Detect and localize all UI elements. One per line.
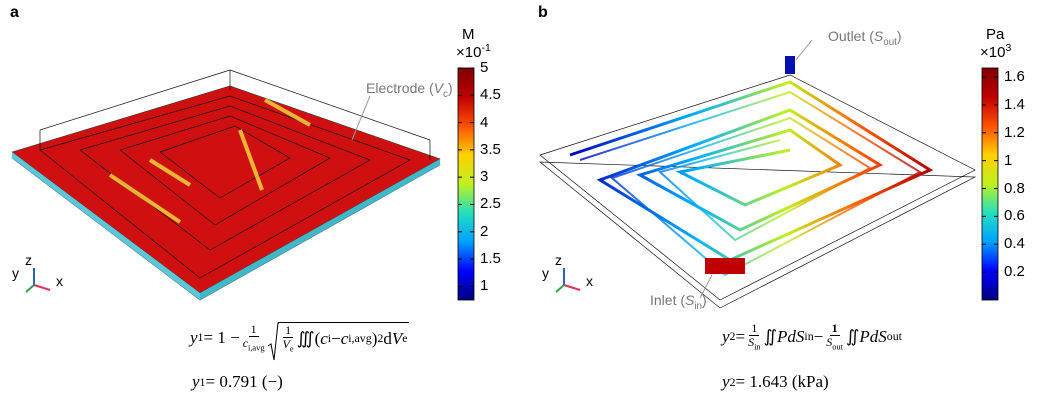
- panel-label: a: [10, 4, 19, 22]
- colorbar-tick-label: 3: [480, 168, 488, 185]
- colorbar-tick-label: 4.5: [480, 86, 501, 103]
- colorbar-tick-label: 3.5: [480, 141, 501, 158]
- axis-label: z: [555, 252, 562, 268]
- symbol: S: [874, 28, 883, 44]
- symbol: V: [283, 337, 290, 351]
- exponent: 3: [1005, 42, 1011, 54]
- colorbar-tick-label: 0.4: [1004, 235, 1025, 252]
- figure: aElectrode (Vc)yzxM×10-154.543.532.521.5…: [0, 0, 1039, 402]
- colorbar-tick-label: 1.5: [480, 250, 501, 267]
- axis-label: z: [25, 252, 32, 268]
- numerator: 1: [249, 323, 259, 337]
- subscript: out: [832, 343, 843, 352]
- colorbar-tick-label: 0.8: [1004, 180, 1025, 197]
- denominator: ci,avg: [243, 337, 265, 353]
- colorbar-tick-label: 0.6: [1004, 207, 1025, 224]
- colorbar: [458, 68, 474, 300]
- text: = 1.643 (kPa): [736, 372, 829, 392]
- symbol: PdS: [859, 327, 886, 347]
- text: = 0.791 (−): [206, 372, 283, 392]
- subscript: in: [804, 329, 813, 344]
- annotation: Outlet (Sout): [828, 28, 902, 48]
- subscript: e: [402, 331, 407, 346]
- subscript: i,avg: [348, 331, 371, 346]
- colorbar-tick-label: 1.2: [1004, 124, 1025, 141]
- symbol: c: [320, 329, 328, 349]
- subscript: out: [883, 37, 897, 48]
- text: −: [814, 327, 824, 347]
- text: Electrode (: [366, 80, 434, 96]
- annotation: Inlet (Sin): [650, 292, 707, 312]
- subscript: in: [754, 343, 761, 352]
- colorbar-multiplier: ×103: [980, 42, 1011, 61]
- axis-label: y: [12, 265, 19, 281]
- colorbar-tick-label: 2.5: [480, 195, 501, 212]
- subscript: e: [290, 345, 294, 354]
- denominator: Ve: [283, 338, 294, 354]
- colorbar-tick-label: 0.2: [1004, 263, 1025, 280]
- colorbar-tick-label: 4: [480, 114, 488, 131]
- text: ∬: [764, 327, 777, 347]
- text: d: [383, 329, 392, 349]
- text: ∭(: [297, 329, 321, 349]
- symbol: y: [722, 327, 730, 347]
- colorbar-tick-label: 1: [1004, 152, 1012, 169]
- axis-label: y: [542, 265, 549, 281]
- text: ∬: [846, 327, 859, 347]
- text: ): [897, 28, 902, 44]
- text: Outlet (: [828, 28, 874, 44]
- subscript: out: [887, 329, 902, 344]
- colorbar-tick-label: 1.4: [1004, 96, 1025, 113]
- text: =: [736, 327, 746, 347]
- colorbar-tick-label: 1.6: [1004, 68, 1025, 85]
- denominator: Sout: [826, 336, 843, 352]
- numerator: 1: [283, 324, 293, 338]
- text: −: [331, 329, 341, 349]
- exponent: -1: [481, 42, 490, 54]
- annotation: Electrode (Vc): [366, 80, 453, 100]
- symbol: y: [192, 372, 200, 392]
- colorbar-unit: Pa: [986, 26, 1004, 43]
- axis-label: x: [586, 273, 593, 289]
- colorbar-tick-label: 1: [480, 277, 488, 294]
- colorbar-unit: M: [462, 26, 475, 43]
- symbol: S: [685, 292, 694, 308]
- symbol: y: [190, 328, 198, 348]
- fraction: 1Ve: [283, 324, 294, 354]
- axis-label: x: [56, 273, 63, 289]
- triad: [26, 268, 580, 292]
- symbol: c: [341, 329, 349, 349]
- symbol: PdS: [777, 327, 804, 347]
- symbol: y: [722, 372, 730, 392]
- colorbar-tick-label: 2: [480, 223, 488, 240]
- text: = 1 −: [204, 328, 240, 348]
- numerator: 1: [830, 322, 840, 336]
- numerator: 1: [749, 322, 759, 336]
- plate-a: [12, 70, 440, 300]
- text: ): [448, 80, 453, 96]
- subscript: i,avg: [248, 344, 265, 353]
- subscript: in: [694, 301, 702, 312]
- symbol: V: [392, 329, 402, 349]
- result: y1 = 0.791 (−): [192, 372, 283, 392]
- symbol: V: [434, 80, 443, 96]
- colorbar: [982, 68, 998, 300]
- text: ): [702, 292, 707, 308]
- panel-label: b: [538, 4, 548, 22]
- pointer: [796, 40, 812, 60]
- plate-b: [540, 56, 975, 308]
- colorbar-tick-label: 5: [480, 59, 488, 76]
- radical-sign: [267, 322, 279, 362]
- text: Inlet (: [650, 292, 685, 308]
- denominator: Sin: [748, 336, 761, 352]
